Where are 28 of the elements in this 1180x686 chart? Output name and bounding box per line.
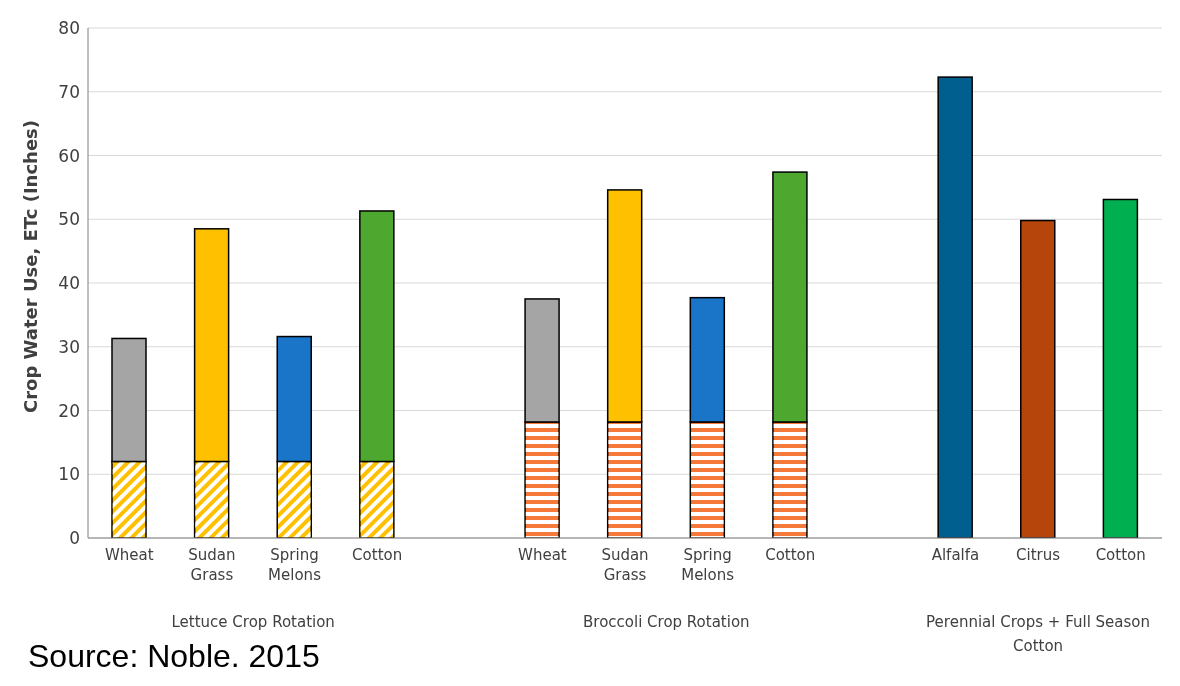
y-tick-label: 80 — [58, 18, 80, 39]
y-tick-label: 10 — [58, 464, 80, 485]
x-tick-label: Spring Melons — [681, 546, 735, 584]
x-tick-label: Sudan Grass — [188, 546, 236, 584]
x-tick-label: Sudan Grass — [601, 546, 649, 584]
y-tick-label: 60 — [58, 145, 80, 166]
x-tick-label: Wheat — [104, 546, 154, 564]
y-tick-label: 40 — [58, 273, 80, 294]
y-tick-label: 70 — [58, 81, 80, 102]
y-tick-label: 0 — [69, 528, 80, 549]
x-tick-label: Alfalfa — [931, 546, 980, 564]
y-tick-label: 30 — [58, 336, 80, 357]
y-tick-label: 50 — [58, 209, 80, 230]
y-tick-label: 20 — [58, 400, 80, 421]
text: Lettuce Crop Rotation — [170, 612, 336, 633]
x-tick-label: Citrus — [1016, 546, 1061, 564]
source-note: Source: Noble. 2015 — [28, 638, 320, 675]
x-tick-label: Cotton — [765, 546, 816, 564]
text: Perennial Crops + Full Season Cotton — [925, 612, 1151, 657]
x-tick-label: Cotton — [1095, 546, 1146, 564]
y-axis-title: Crop Water Use, ETc (Inches) — [20, 119, 42, 413]
bar — [1020, 219, 1056, 538]
bar — [1102, 198, 1139, 538]
x-tick-label: Cotton — [352, 546, 403, 564]
x-tick-label: Wheat — [518, 546, 567, 564]
text: Broccoli Crop Rotation — [582, 612, 751, 633]
bar — [937, 76, 973, 538]
x-tick-label: Spring Melons — [268, 546, 322, 584]
